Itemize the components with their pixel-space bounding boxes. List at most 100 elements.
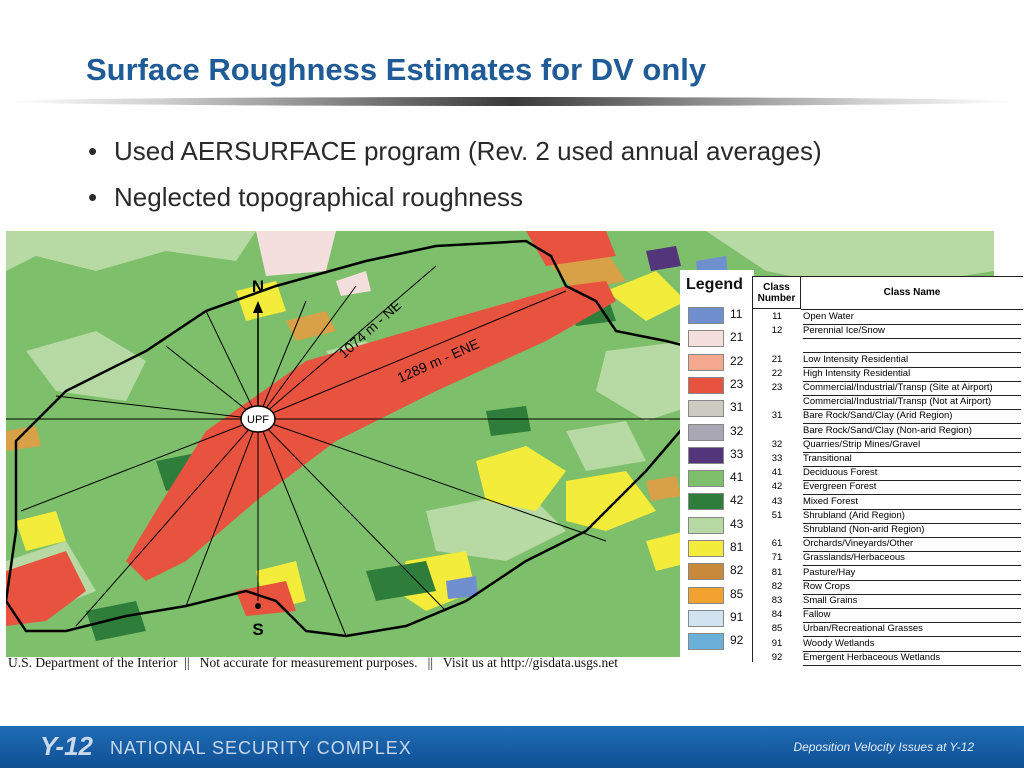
- class-name: Mixed Forest: [803, 495, 1021, 510]
- class-name: Shrubland (Arid Region): [803, 509, 1021, 524]
- class-name: Perennial Ice/Snow: [803, 324, 1021, 340]
- class-name: Bare Rock/Sand/Clay (Non-arid Region): [803, 424, 1021, 439]
- legend-code: 82: [730, 563, 744, 578]
- legend-item: 81: [688, 540, 748, 557]
- legend-item: 21: [688, 330, 748, 348]
- table-row: 84 Fallow: [753, 608, 1023, 624]
- legend-item: 85: [688, 586, 748, 604]
- legend-code: 23: [730, 376, 744, 391]
- table-row: 85 Urban/Recreational Grasses: [753, 622, 1023, 638]
- class-number: 84: [771, 609, 783, 621]
- legend-code: 21: [730, 330, 744, 345]
- table-row: 43 Mixed Forest: [753, 495, 1023, 510]
- class-number: 11: [772, 311, 782, 322]
- upf-label: UPF: [247, 414, 269, 426]
- legend-swatch: [688, 330, 724, 348]
- class-number: [753, 338, 801, 352]
- class-name: Fallow: [803, 608, 1021, 624]
- class-number: 21: [771, 353, 783, 365]
- class-number: 83: [771, 595, 783, 606]
- legend-code: 43: [730, 516, 744, 531]
- legend-code: 42: [730, 493, 744, 508]
- table-row: 11 Open Water: [753, 310, 1023, 325]
- class-number: 42: [771, 481, 783, 493]
- table-row: 71 Grasslands/Herbaceous: [753, 551, 1023, 567]
- class-name: Orchards/Vineyards/Other: [803, 537, 1021, 553]
- class-name: Grasslands/Herbaceous: [803, 551, 1021, 567]
- legend-code: 33: [730, 446, 744, 461]
- class-name: Row Crops: [803, 580, 1021, 595]
- legend-code: 41: [730, 470, 744, 485]
- class-number: 43: [771, 495, 783, 507]
- class-name: Urban/Recreational Grasses: [803, 622, 1021, 638]
- legend-swatch: [688, 563, 724, 581]
- legend-item: 43: [688, 516, 748, 534]
- north-label: N: [252, 277, 264, 296]
- legend-code: 22: [730, 353, 744, 368]
- class-number: 81: [771, 566, 783, 578]
- legend-item: 82: [688, 563, 748, 581]
- south-marker: [255, 603, 261, 609]
- legend-item: 32: [688, 423, 748, 441]
- class-number: [753, 523, 801, 537]
- class-number: 92: [771, 651, 783, 663]
- class-number: [753, 424, 801, 438]
- class-number: [753, 395, 801, 409]
- class-table: Class Number Class Name 11 Open Water 12 Pe…: [752, 276, 1023, 666]
- class-number: 82: [771, 580, 783, 592]
- class-name: Small Grains: [803, 594, 1021, 609]
- legend-code: 91: [730, 609, 744, 624]
- legend-item: 22: [688, 353, 748, 371]
- bullet-item: Neglected topographical roughness: [88, 174, 822, 220]
- table-row: 83 Small Grains: [753, 594, 1023, 609]
- table-row: Bare Rock/Sand/Clay (Non-arid Region): [753, 424, 1023, 439]
- legend-code: 32: [730, 423, 744, 438]
- class-number: 32: [771, 438, 783, 450]
- legend-item: 33: [688, 446, 748, 464]
- legend-swatch: [688, 493, 724, 511]
- legend-code: 31: [730, 400, 744, 415]
- table-row: 91 Woody Wetlands: [753, 637, 1023, 652]
- bullet-item: Used AERSURFACE program (Rev. 2 used ann…: [88, 128, 822, 174]
- legend-code: 85: [730, 586, 744, 601]
- study-boundary: [6, 239, 708, 638]
- legend-swatch: [688, 446, 724, 464]
- class-number-header: Class Number: [753, 277, 801, 309]
- legend-item: 41: [688, 470, 748, 488]
- table-row: Shrubland (Non-arid Region): [753, 523, 1023, 538]
- legend-code: 92: [730, 633, 744, 648]
- legend-item: 23: [688, 376, 748, 394]
- class-number: 33: [771, 453, 783, 464]
- legend-code: 81: [730, 540, 744, 554]
- low-residential-patches: [256, 231, 371, 296]
- table-row: 31 Bare Rock/Sand/Clay (Arid Region): [753, 409, 1023, 425]
- class-name-header: Class Name: [801, 277, 1023, 310]
- legend-swatch: [688, 609, 724, 627]
- class-name: Commercial/Industrial/Transp (Site at Ai…: [803, 381, 1021, 396]
- class-number: 61: [771, 538, 783, 550]
- legend-item: 92: [688, 633, 748, 651]
- table-row: 22 High Intensity Residential: [753, 367, 1023, 382]
- table-row: 21 Low Intensity Residential: [753, 353, 1023, 368]
- class-number: 85: [771, 623, 783, 635]
- class-number: 22: [771, 367, 783, 379]
- legend-item: 31: [688, 400, 748, 418]
- legend-item: 91: [688, 609, 748, 627]
- table-row: 51 Shrubland (Arid Region): [753, 509, 1023, 524]
- table-row: 92 Emergent Herbaceous Wetlands: [753, 651, 1023, 666]
- class-number: 41: [771, 467, 783, 479]
- upf-marker: [240, 405, 276, 433]
- y12-logo: Y-12: [40, 731, 93, 761]
- legend-swatch: [688, 540, 724, 557]
- slide-title: Surface Roughness Estimates for DV only: [86, 52, 707, 87]
- table-row: 81 Pasture/Hay: [753, 566, 1023, 581]
- class-number: 23: [771, 382, 783, 393]
- footer-bar: Y-12 NATIONAL SECURITY COMPLEX Depositio…: [0, 726, 1024, 768]
- legend-swatch: [688, 353, 724, 371]
- class-name: Shrubland (Non-arid Region): [803, 523, 1021, 538]
- legend-swatch: [688, 516, 724, 534]
- class-name: Deciduous Forest: [803, 466, 1021, 482]
- table-row: 61 Orchards/Vineyards/Other: [753, 537, 1023, 553]
- north-arrowhead: [253, 301, 263, 313]
- footer-presentation-title: Deposition Velocity Issues at Y-12: [793, 740, 974, 754]
